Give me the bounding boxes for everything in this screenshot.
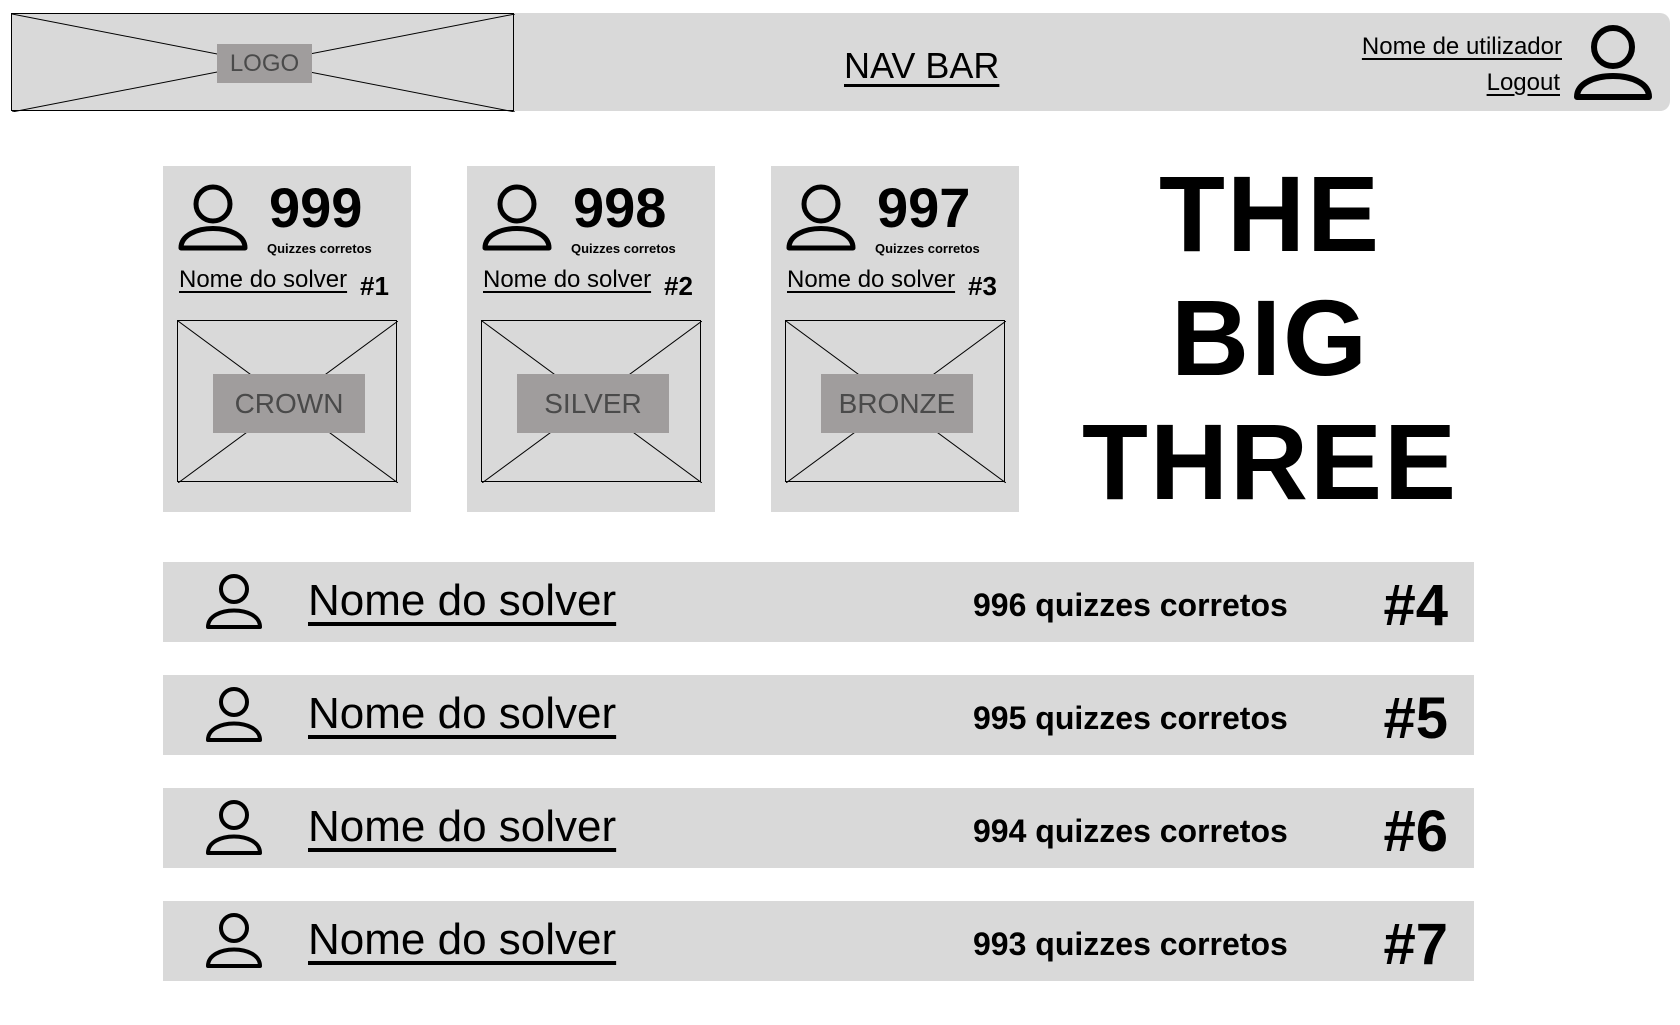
headline-line-3: THREE	[1081, 401, 1459, 522]
user-icon	[786, 184, 856, 251]
podium-card-3: 997 Quizzes corretos Nome do solver #3 B…	[771, 166, 1019, 512]
rank-badge: #3	[968, 271, 997, 301]
medal-image: SILVER	[481, 320, 702, 483]
quiz-count: 995 quizzes corretos	[973, 700, 1288, 736]
score-label: Quizzes corretos	[875, 241, 980, 256]
logo-label: LOGO	[217, 44, 312, 83]
quiz-count: 994 quizzes corretos	[973, 813, 1288, 849]
user-icon[interactable]	[1572, 23, 1654, 101]
user-icon	[206, 913, 262, 968]
logout-link[interactable]: Logout	[1486, 69, 1560, 96]
quiz-count: 996 quizzes corretos	[973, 587, 1288, 623]
rank-badge: #2	[664, 271, 693, 301]
page-headline: THE BIG THREE	[1060, 152, 1480, 524]
score-value: 999	[269, 176, 363, 239]
rank-badge: #4	[1383, 573, 1448, 638]
score-label: Quizzes corretos	[571, 241, 676, 256]
medal-label: BRONZE	[821, 374, 973, 433]
user-icon	[206, 574, 262, 629]
solver-name-link[interactable]: Nome do solver	[483, 266, 652, 293]
user-icon	[206, 800, 262, 855]
rank-badge: #6	[1383, 799, 1448, 864]
username-link[interactable]: Nome de utilizador	[1361, 33, 1562, 60]
logo[interactable]: LOGO	[11, 13, 515, 112]
medal-label: SILVER	[517, 374, 669, 433]
headline-line-1: THE	[1159, 153, 1381, 274]
user-icon	[178, 184, 248, 251]
solver-name-link[interactable]: Nome do solver	[787, 266, 956, 293]
user-icon	[482, 184, 552, 251]
score-value: 997	[877, 176, 971, 239]
medal-image: CROWN	[177, 320, 398, 483]
solver-name-link[interactable]: Nome do solver	[308, 915, 617, 964]
solver-name-link[interactable]: Nome do solver	[179, 266, 348, 293]
user-icon	[206, 687, 262, 742]
solver-name-link[interactable]: Nome do solver	[308, 689, 617, 738]
ranking-row: Nome do solver 995 quizzes corretos #5	[163, 675, 1474, 755]
rank-badge: #1	[360, 271, 389, 301]
solver-name-link[interactable]: Nome do solver	[308, 576, 617, 625]
nav-title: NAV BAR	[844, 45, 1000, 86]
solver-name-link[interactable]: Nome do solver	[308, 802, 617, 851]
ranking-row: Nome do solver 996 quizzes corretos #4	[163, 562, 1474, 642]
medal-label: CROWN	[213, 374, 365, 433]
rank-badge: #7	[1383, 912, 1448, 977]
ranking-row: Nome do solver 993 quizzes corretos #7	[163, 901, 1474, 981]
quiz-count: 993 quizzes corretos	[973, 926, 1288, 962]
score-value: 998	[573, 176, 667, 239]
nav-bar: LOGO NAV BAR Nome de utilizador Logout	[11, 13, 1670, 112]
podium-card-1: 999 Quizzes corretos Nome do solver #1 C…	[163, 166, 411, 512]
medal-image: BRONZE	[785, 320, 1006, 483]
ranking-row: Nome do solver 994 quizzes corretos #6	[163, 788, 1474, 868]
headline-line-2: BIG	[1170, 277, 1369, 398]
score-label: Quizzes corretos	[267, 241, 372, 256]
podium-card-2: 998 Quizzes corretos Nome do solver #2 S…	[467, 166, 715, 512]
rank-badge: #5	[1383, 686, 1448, 751]
